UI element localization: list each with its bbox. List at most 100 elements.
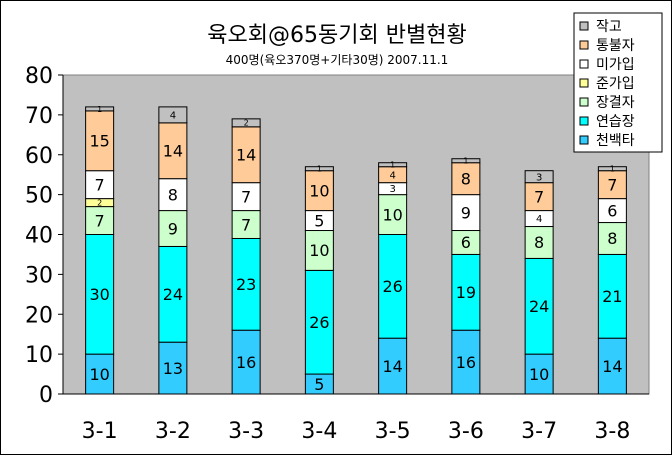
bar-segment (158, 122, 188, 180)
bar-segment (451, 162, 481, 196)
bar-segment (451, 194, 481, 232)
chart-title: 육오회@65동기회 반별현황 (207, 23, 466, 48)
y-tick-label: 10 (25, 343, 53, 368)
data-label: 7 (241, 215, 251, 234)
legend-label: 미가입 (596, 57, 635, 73)
data-label: 19 (456, 283, 476, 302)
x-tick-label: 3-2 (155, 419, 191, 444)
data-label: 10 (309, 241, 329, 260)
data-label: 13 (163, 359, 183, 378)
y-axis: 0 10 20 30 40 50 60 70 80 (25, 64, 64, 408)
data-label: 10 (529, 365, 549, 384)
x-tick-label: 3-7 (521, 419, 557, 444)
bar-segment (378, 194, 408, 235)
legend-label: 연습장 (596, 114, 635, 130)
bar-segment (158, 210, 188, 247)
data-label: 9 (461, 203, 471, 222)
bar-segment (378, 162, 408, 168)
data-label: 24 (163, 285, 183, 304)
y-tick-label: 30 (25, 263, 53, 288)
legend-swatch (579, 78, 589, 88)
bar-segment (304, 230, 334, 271)
bar-segment (304, 170, 334, 212)
bar-segment (597, 170, 627, 200)
bar-segment (597, 253, 627, 339)
plot-background (62, 74, 650, 395)
bar-segment (158, 106, 188, 124)
data-label: 1 (610, 165, 615, 174)
data-label: 7 (534, 187, 544, 206)
data-label: 14 (163, 142, 183, 161)
chart-subtitle: 400명(육오370명+기타30명) 2007.11.1 (226, 53, 449, 67)
data-label: 4 (170, 110, 176, 121)
data-label: 7 (95, 211, 105, 230)
bar-segment (597, 166, 627, 172)
legend-label: 통불자 (596, 38, 635, 54)
legend-swatch (579, 116, 589, 126)
bar-segment (378, 337, 408, 395)
data-label: 16 (236, 353, 256, 372)
data-label: 10 (309, 181, 329, 200)
x-axis: 3-1 3-2 3-3 3-4 3-5 3-6 3-7 3-8 (63, 393, 649, 444)
x-tick-label: 3-1 (82, 419, 118, 444)
bar-segment (231, 118, 261, 128)
data-label: 2 (97, 198, 102, 207)
data-label: 10 (89, 365, 109, 384)
x-tick-label: 3-5 (375, 419, 411, 444)
data-label: 10 (382, 205, 402, 224)
bar-segment (231, 237, 261, 331)
y-tick-label: 0 (39, 383, 53, 408)
data-label: 5 (314, 375, 324, 394)
data-label: 2 (244, 119, 249, 128)
legend-swatch (579, 21, 589, 31)
bar-segment (85, 110, 115, 172)
y-tick-label: 70 (25, 104, 53, 129)
legend-label: 준가입 (596, 76, 635, 92)
bar-segment (85, 234, 115, 355)
data-label: 7 (607, 175, 617, 194)
data-label: 4 (389, 170, 395, 181)
data-label: 3 (536, 172, 542, 183)
data-label: 14 (602, 357, 622, 376)
bar-segment (85, 206, 115, 235)
data-label: 24 (529, 297, 549, 316)
x-tick-label: 3-8 (594, 419, 630, 444)
y-tick-label: 20 (25, 303, 53, 328)
bar-segment (378, 234, 408, 339)
legend-swatch (579, 135, 589, 145)
data-label: 4 (536, 214, 542, 225)
data-label: 7 (241, 187, 251, 206)
data-label: 9 (168, 219, 178, 238)
plot-area (62, 74, 650, 395)
x-tick-label: 3-4 (301, 419, 337, 444)
x-tick-label: 3-6 (448, 419, 484, 444)
bar-segment (451, 158, 481, 164)
data-label: 26 (382, 277, 402, 296)
data-label: 1 (390, 161, 395, 170)
data-label: 30 (89, 285, 109, 304)
bar-segment (451, 253, 481, 331)
data-label: 6 (461, 233, 471, 252)
legend-label: 작고 (596, 19, 622, 35)
bar-segment (158, 178, 188, 212)
data-label: 5 (314, 211, 324, 230)
bar-segment (158, 341, 188, 395)
data-label: 23 (236, 275, 256, 294)
data-label: 15 (89, 132, 109, 151)
data-label: 8 (534, 233, 544, 252)
data-label: 26 (309, 313, 329, 332)
bar-segment (85, 353, 115, 395)
data-label: 8 (607, 229, 617, 248)
bar-segment (597, 337, 627, 395)
legend-swatch (579, 97, 589, 107)
x-tick-label: 3-3 (228, 419, 264, 444)
data-label: 14 (382, 357, 402, 376)
y-tick-label: 40 (25, 224, 53, 249)
bars: 10 30 7 2 7 15 1 13 24 9 8 14 4 16 23 7 7 14 2 5 26 10 5 10 1 14 2… (85, 105, 627, 395)
data-label: 16 (456, 353, 476, 372)
bar-segment (304, 166, 334, 172)
data-label: 14 (236, 146, 256, 165)
data-label: 21 (602, 287, 622, 306)
